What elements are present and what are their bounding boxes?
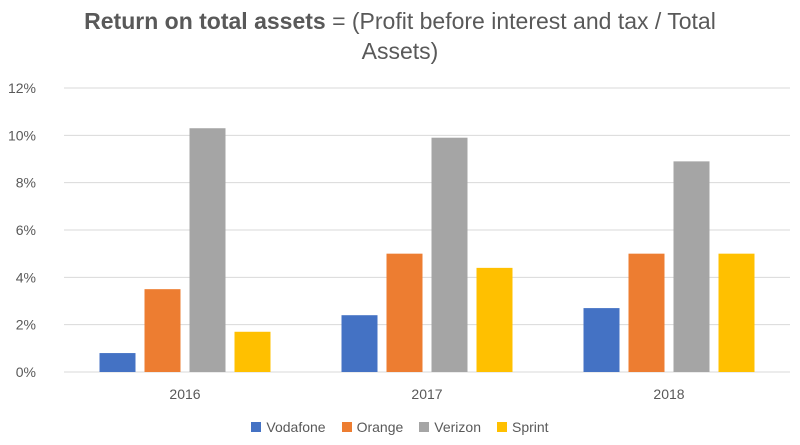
y-tick-label: 8% (16, 175, 36, 191)
bar-orange-2016 (144, 289, 181, 372)
x-tick-label: 2018 (653, 386, 684, 402)
bar-vodafone-2017 (341, 315, 378, 372)
legend-label-sprint: Sprint (512, 419, 549, 435)
legend-label-vodafone: Vodafone (266, 419, 326, 435)
legend-item-vodafone: Vodafone (251, 419, 326, 435)
chart-title-bold: Return on total assets (84, 8, 326, 34)
x-tick-label: 2017 (411, 386, 442, 402)
chart-title-line2: Assets) (361, 38, 439, 64)
chart-title-rest: = (Profit before interest and tax / Tota… (325, 8, 716, 34)
bar-verizon-2017 (431, 137, 468, 372)
legend-swatch-orange (341, 422, 352, 432)
bar-vodafone-2016 (99, 353, 136, 372)
x-tick-label: 2016 (169, 386, 200, 402)
legend-swatch-vodafone (251, 422, 262, 432)
y-tick-label: 6% (16, 222, 36, 238)
bar-orange-2018 (628, 253, 665, 372)
legend-item-sprint: Sprint (497, 419, 549, 435)
bar-sprint-2016 (234, 331, 271, 372)
legend-label-verizon: Verizon (434, 419, 481, 435)
y-tick-label: 2% (16, 317, 36, 333)
y-tick-label: 10% (8, 127, 36, 143)
chart-title: Return on total assets = (Profit before … (0, 6, 800, 66)
legend-swatch-verizon (419, 422, 430, 432)
bar-verizon-2018 (673, 161, 710, 372)
bar-sprint-2017 (476, 267, 513, 372)
bar-orange-2017 (386, 253, 423, 372)
bar-verizon-2016 (189, 128, 226, 372)
legend-item-verizon: Verizon (419, 419, 481, 435)
bar-sprint-2018 (718, 253, 755, 372)
legend-item-orange: Orange (341, 419, 404, 435)
y-tick-label: 12% (8, 80, 36, 96)
y-tick-label: 0% (16, 364, 36, 380)
bar-vodafone-2018 (583, 308, 620, 372)
legend-label-orange: Orange (356, 419, 404, 435)
y-tick-label: 4% (16, 269, 36, 285)
legend: Vodafone Orange Verizon Sprint (0, 419, 800, 435)
legend-swatch-sprint (497, 422, 507, 432)
